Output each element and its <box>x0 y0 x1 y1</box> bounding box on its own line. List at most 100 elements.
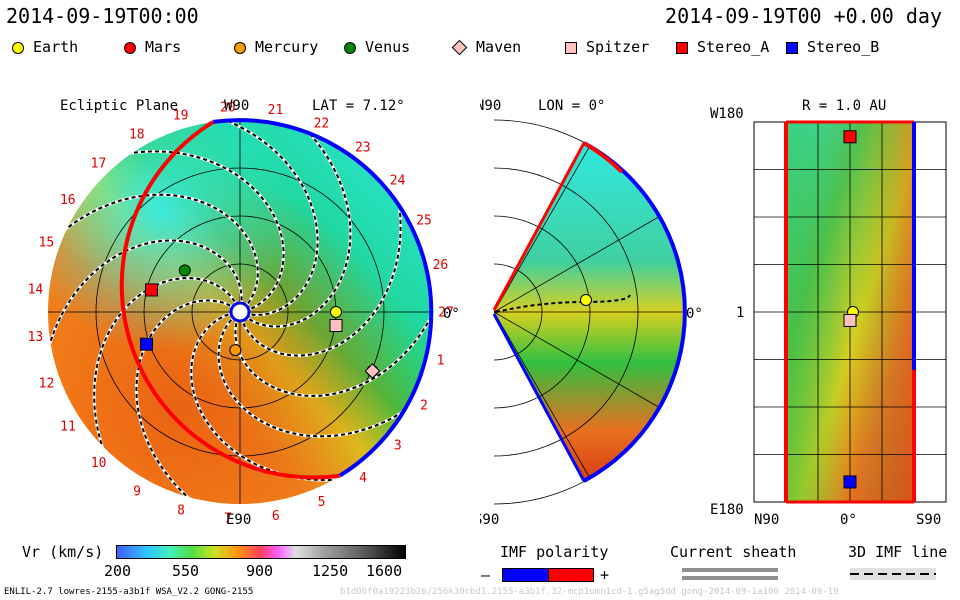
radial-title: R = 1.0 AU <box>802 98 886 114</box>
colorbar-tick: 900 <box>246 562 274 580</box>
stereo-b-marker <box>140 337 154 351</box>
meridional-edge-north <box>492 142 586 311</box>
earth-marker-icon <box>12 41 24 54</box>
carrington-label: 2 <box>420 398 428 413</box>
carrington-label: 1 <box>437 354 445 369</box>
carrington-label: 14 <box>28 282 44 297</box>
carrington-label: 13 <box>28 330 44 345</box>
ecliptic-top-label: W90 <box>224 98 249 114</box>
imf-spiral-line <box>48 193 260 310</box>
legend-label: Maven <box>476 38 522 56</box>
ecliptic-bottom-label: E90 <box>226 512 251 528</box>
spitzer-marker <box>329 318 343 332</box>
legend-venus: Venus <box>344 38 410 56</box>
carrington-label: 15 <box>39 236 55 251</box>
colorbar-tick: 200 <box>104 562 132 580</box>
stereo-b-marker-icon <box>786 41 798 54</box>
current-sheath-label: Current sheath <box>670 543 797 561</box>
imf-spiral-line <box>194 120 320 317</box>
meridional-bottom-label: S90 <box>480 512 499 528</box>
mercury-marker-icon <box>234 41 246 54</box>
imf-spiral-line <box>48 238 244 375</box>
legend-mars: Mars <box>124 38 181 56</box>
meridional-edge-south <box>492 313 586 482</box>
carrington-label: 8 <box>177 503 185 518</box>
legend-label: Mars <box>145 38 182 56</box>
imf-line-icon <box>850 568 936 580</box>
stereo-a-surface-marker <box>843 130 857 144</box>
legend-maven: Maven <box>451 38 522 56</box>
stereo-b-surface-marker <box>843 475 857 489</box>
imf-spiral-line <box>134 299 237 504</box>
carrington-label: 27 <box>438 306 454 321</box>
meridional-grid-ray <box>493 311 661 409</box>
ecliptic-rim-negative <box>213 118 434 478</box>
imf-polarity-plus: + <box>600 566 610 584</box>
carrington-label: 6 <box>272 509 280 524</box>
current-sheath-line-icon <box>682 568 778 572</box>
footer-model-info: ENLIL-2.7 lowres-2155-a3b1f WSA_V2.2 GON… <box>4 587 254 597</box>
ecliptic-title: Ecliptic Plane <box>60 98 178 114</box>
legend-label: Earth <box>33 38 79 56</box>
carrington-label: 19 <box>173 109 189 124</box>
stereo-a-marker-icon <box>676 41 688 54</box>
radial-bottom-n90: N90 <box>754 512 779 528</box>
legend-spitzer: Spitzer <box>565 38 649 56</box>
mercury-marker <box>229 344 242 357</box>
meridional-rim-positive <box>582 141 624 174</box>
legend-mercury: Mercury <box>234 38 318 56</box>
datetime-right: 2014-09-19T00 +0.00 day <box>665 4 942 28</box>
legend-earth: Earth <box>12 38 78 56</box>
carrington-label: 18 <box>129 128 145 143</box>
radial-surface-panel: R = 1.0 AU W180 1 E180 N90 0° S90 <box>710 98 947 528</box>
imf-spiral-line <box>239 171 403 358</box>
radial-mid-left: 1 <box>736 305 744 321</box>
ecliptic-objects <box>140 264 381 379</box>
radial-objects <box>843 130 859 489</box>
meridional-plane-panel: N90 LON = 0° S90 0° <box>480 98 703 528</box>
radial-bottom-s90: S90 <box>916 512 941 528</box>
carrington-label: 21 <box>268 103 284 118</box>
carrington-label: 7 <box>224 512 232 527</box>
meridional-rim <box>583 141 687 483</box>
imf-spiral-line <box>92 276 240 477</box>
meridional-right-label: 0° <box>686 306 703 322</box>
footer-run-id: b1d00f0a19223b26/256k30cbd1.2155-a3b1f.3… <box>340 587 839 597</box>
carrington-label: 26 <box>433 258 449 273</box>
carrington-label: 20 <box>220 100 236 115</box>
datetime-left: 2014-09-19T00:00 <box>6 4 199 28</box>
imf-polarity-minus: – <box>481 566 491 584</box>
venus-marker <box>178 264 191 277</box>
legend-label: Stereo_A <box>697 38 770 56</box>
carrington-label: 17 <box>91 156 107 171</box>
sun-marker <box>229 301 251 323</box>
radial-bottom-zero: 0° <box>840 512 857 528</box>
carrington-label: 9 <box>133 485 141 500</box>
legend-label: Stereo_B <box>807 38 880 56</box>
maven-marker-icon <box>451 39 468 56</box>
carrington-label: 25 <box>416 213 432 228</box>
carrington-label: 12 <box>39 377 55 392</box>
carrington-label: 23 <box>355 141 371 156</box>
legend-stereo-b: Stereo_B <box>786 38 879 56</box>
imf-spiral-line <box>242 120 352 329</box>
meridional-top-label: N90 <box>480 98 501 114</box>
earth-marker <box>580 294 592 306</box>
mars-marker-icon <box>124 41 136 54</box>
legend-label: Spitzer <box>586 38 650 56</box>
carrington-label: 11 <box>60 419 76 434</box>
carrington-label: 3 <box>394 438 402 453</box>
carrington-label: 22 <box>314 117 330 132</box>
ecliptic-right-label: 0° <box>443 306 460 322</box>
meridional-grid-ray <box>493 145 591 313</box>
legend-label: Venus <box>365 38 411 56</box>
imf-polarity-label: IMF polarity <box>500 543 609 561</box>
carrington-label: 16 <box>60 193 76 208</box>
carrington-label: 5 <box>318 495 326 510</box>
carrington-label: 24 <box>390 173 406 188</box>
stereo-a-marker <box>145 283 159 297</box>
venus-marker-icon <box>344 41 356 54</box>
radial-top-left: W180 <box>710 106 744 122</box>
legend-stereo-a: Stereo_A <box>676 38 769 56</box>
